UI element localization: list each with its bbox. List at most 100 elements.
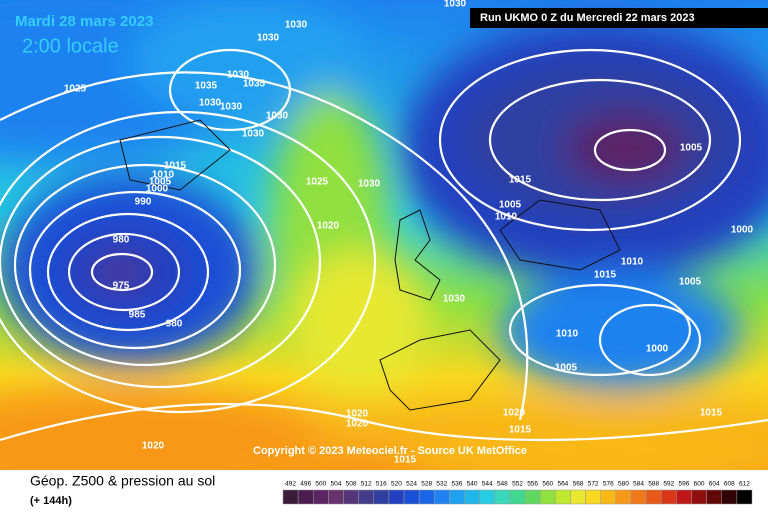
scale-swatch — [343, 489, 359, 505]
time-label: 2:00 locale — [22, 35, 119, 57]
isobar-label: 1035 — [243, 79, 266, 90]
isobar-label: 1020 — [346, 419, 369, 430]
isobar-label: 1030 — [266, 111, 289, 122]
isobar-label: 1035 — [195, 81, 218, 92]
isobar-label: 980 — [113, 235, 130, 246]
scale-swatch — [282, 489, 299, 505]
scale-label: 512 — [361, 481, 372, 488]
isobar-label: 1025 — [64, 84, 87, 95]
scale-swatch — [403, 489, 420, 505]
scale-label: 544 — [482, 481, 493, 488]
isobar-label: 1005 — [679, 277, 702, 288]
legend-title: Géop. Z500 & pression au sol — [30, 473, 215, 489]
scale-label: 568 — [573, 481, 584, 488]
isobar-label: 1015 — [164, 161, 187, 172]
scale-label: 576 — [603, 481, 614, 488]
scale-label: 580 — [618, 481, 629, 488]
scale-swatch — [494, 489, 511, 505]
scale-label: 536 — [452, 481, 463, 488]
scale-swatch — [313, 489, 329, 505]
color-scale: 492 496 500 504 508 512 516 520 524 528 532 536 540 5… — [282, 481, 753, 505]
isobar-label: 1005 — [680, 143, 703, 154]
isobar-label: 1015 — [509, 175, 532, 186]
isobar-label: 1010 — [152, 170, 175, 181]
scale-label: 608 — [724, 481, 735, 488]
isobar-label: 1000 — [731, 225, 754, 236]
isobar-label: 1030 — [220, 102, 243, 113]
scale-swatch — [539, 489, 556, 505]
isobar-label: 1015 — [509, 425, 532, 436]
scale-swatch — [555, 489, 571, 505]
scale-label: 500 — [315, 481, 326, 488]
scale-swatch — [373, 489, 390, 505]
scale-swatch — [585, 489, 601, 505]
isobar-label: 1005 — [499, 200, 522, 211]
scale-swatch — [464, 489, 480, 505]
scale-swatch — [328, 489, 344, 505]
scale-swatch — [600, 489, 617, 505]
scale-label: 552 — [512, 481, 523, 488]
isobar-label: 1030 — [358, 179, 381, 190]
isobar-label: 1030 — [227, 70, 250, 81]
scale-label: 556 — [527, 481, 538, 488]
scale-swatch — [418, 489, 435, 505]
scale-label: 528 — [421, 481, 432, 488]
scale-label: 508 — [346, 481, 357, 488]
scale-swatch — [479, 489, 496, 505]
isobar-label: 1005 — [149, 177, 172, 188]
isobar-label: 1020 — [503, 408, 526, 419]
isobar-label: 1015 — [594, 270, 617, 281]
scale-swatch — [736, 489, 753, 505]
scale-label: 520 — [391, 481, 402, 488]
scale-label: 584 — [633, 481, 644, 488]
copyright: Copyright © 2023 Meteociel.fr - Source U… — [253, 445, 527, 457]
isobar-label: 1020 — [317, 221, 340, 232]
scale-label: 600 — [694, 481, 705, 488]
isobar-label: 1005 — [555, 363, 578, 374]
scale-label: 588 — [648, 481, 659, 488]
scale-swatch — [388, 489, 405, 505]
scale-swatch — [509, 489, 526, 505]
scale-label: 516 — [376, 481, 387, 488]
scale-label: 612 — [739, 481, 750, 488]
isobar-label: 1020 — [346, 409, 369, 420]
run-box — [470, 8, 768, 28]
scale-label: 504 — [331, 481, 342, 488]
scale-swatch — [706, 489, 722, 505]
scale-label: 492 — [285, 481, 296, 488]
isobar-label: 1025 — [306, 177, 329, 188]
isobar-label: 1030 — [443, 294, 466, 305]
scale-swatch — [434, 489, 450, 505]
run-label: Run UKMO 0 Z du Mercredi 22 mars 2023 — [480, 12, 695, 24]
isobar-label: 1030 — [199, 98, 222, 109]
scale-swatch — [615, 489, 632, 505]
scale-label: 592 — [663, 481, 674, 488]
isobar-label: 1030 — [285, 20, 308, 31]
isobar-label: 985 — [129, 310, 146, 321]
scale-swatch — [358, 489, 375, 505]
isobar-label: 1030 — [444, 0, 467, 10]
scale-swatch — [660, 489, 677, 505]
scale-swatch — [297, 489, 314, 505]
isobar-label: 1030 — [257, 33, 280, 44]
scale-label: 572 — [588, 481, 599, 488]
scale-label: 560 — [542, 481, 553, 488]
isobar-label: 1000 — [146, 184, 169, 195]
scale-swatch — [691, 489, 707, 505]
scale-label: 596 — [678, 481, 689, 488]
isobar-label: 1015 — [394, 455, 417, 466]
scale-label: 540 — [467, 481, 478, 488]
scale-swatch — [676, 489, 692, 505]
scale-label: 548 — [497, 481, 508, 488]
isobar-label: 990 — [135, 197, 152, 208]
scale-label: 532 — [436, 481, 447, 488]
isobar-label: 1030 — [242, 129, 265, 140]
date-label: Mardi 28 mars 2023 — [15, 13, 153, 30]
scale-swatch — [645, 489, 662, 505]
isobar-label: 1015 — [700, 408, 723, 419]
isobar-label: 1020 — [142, 441, 165, 452]
isobar-label: 980 — [166, 319, 183, 330]
scale-swatch — [570, 489, 586, 505]
